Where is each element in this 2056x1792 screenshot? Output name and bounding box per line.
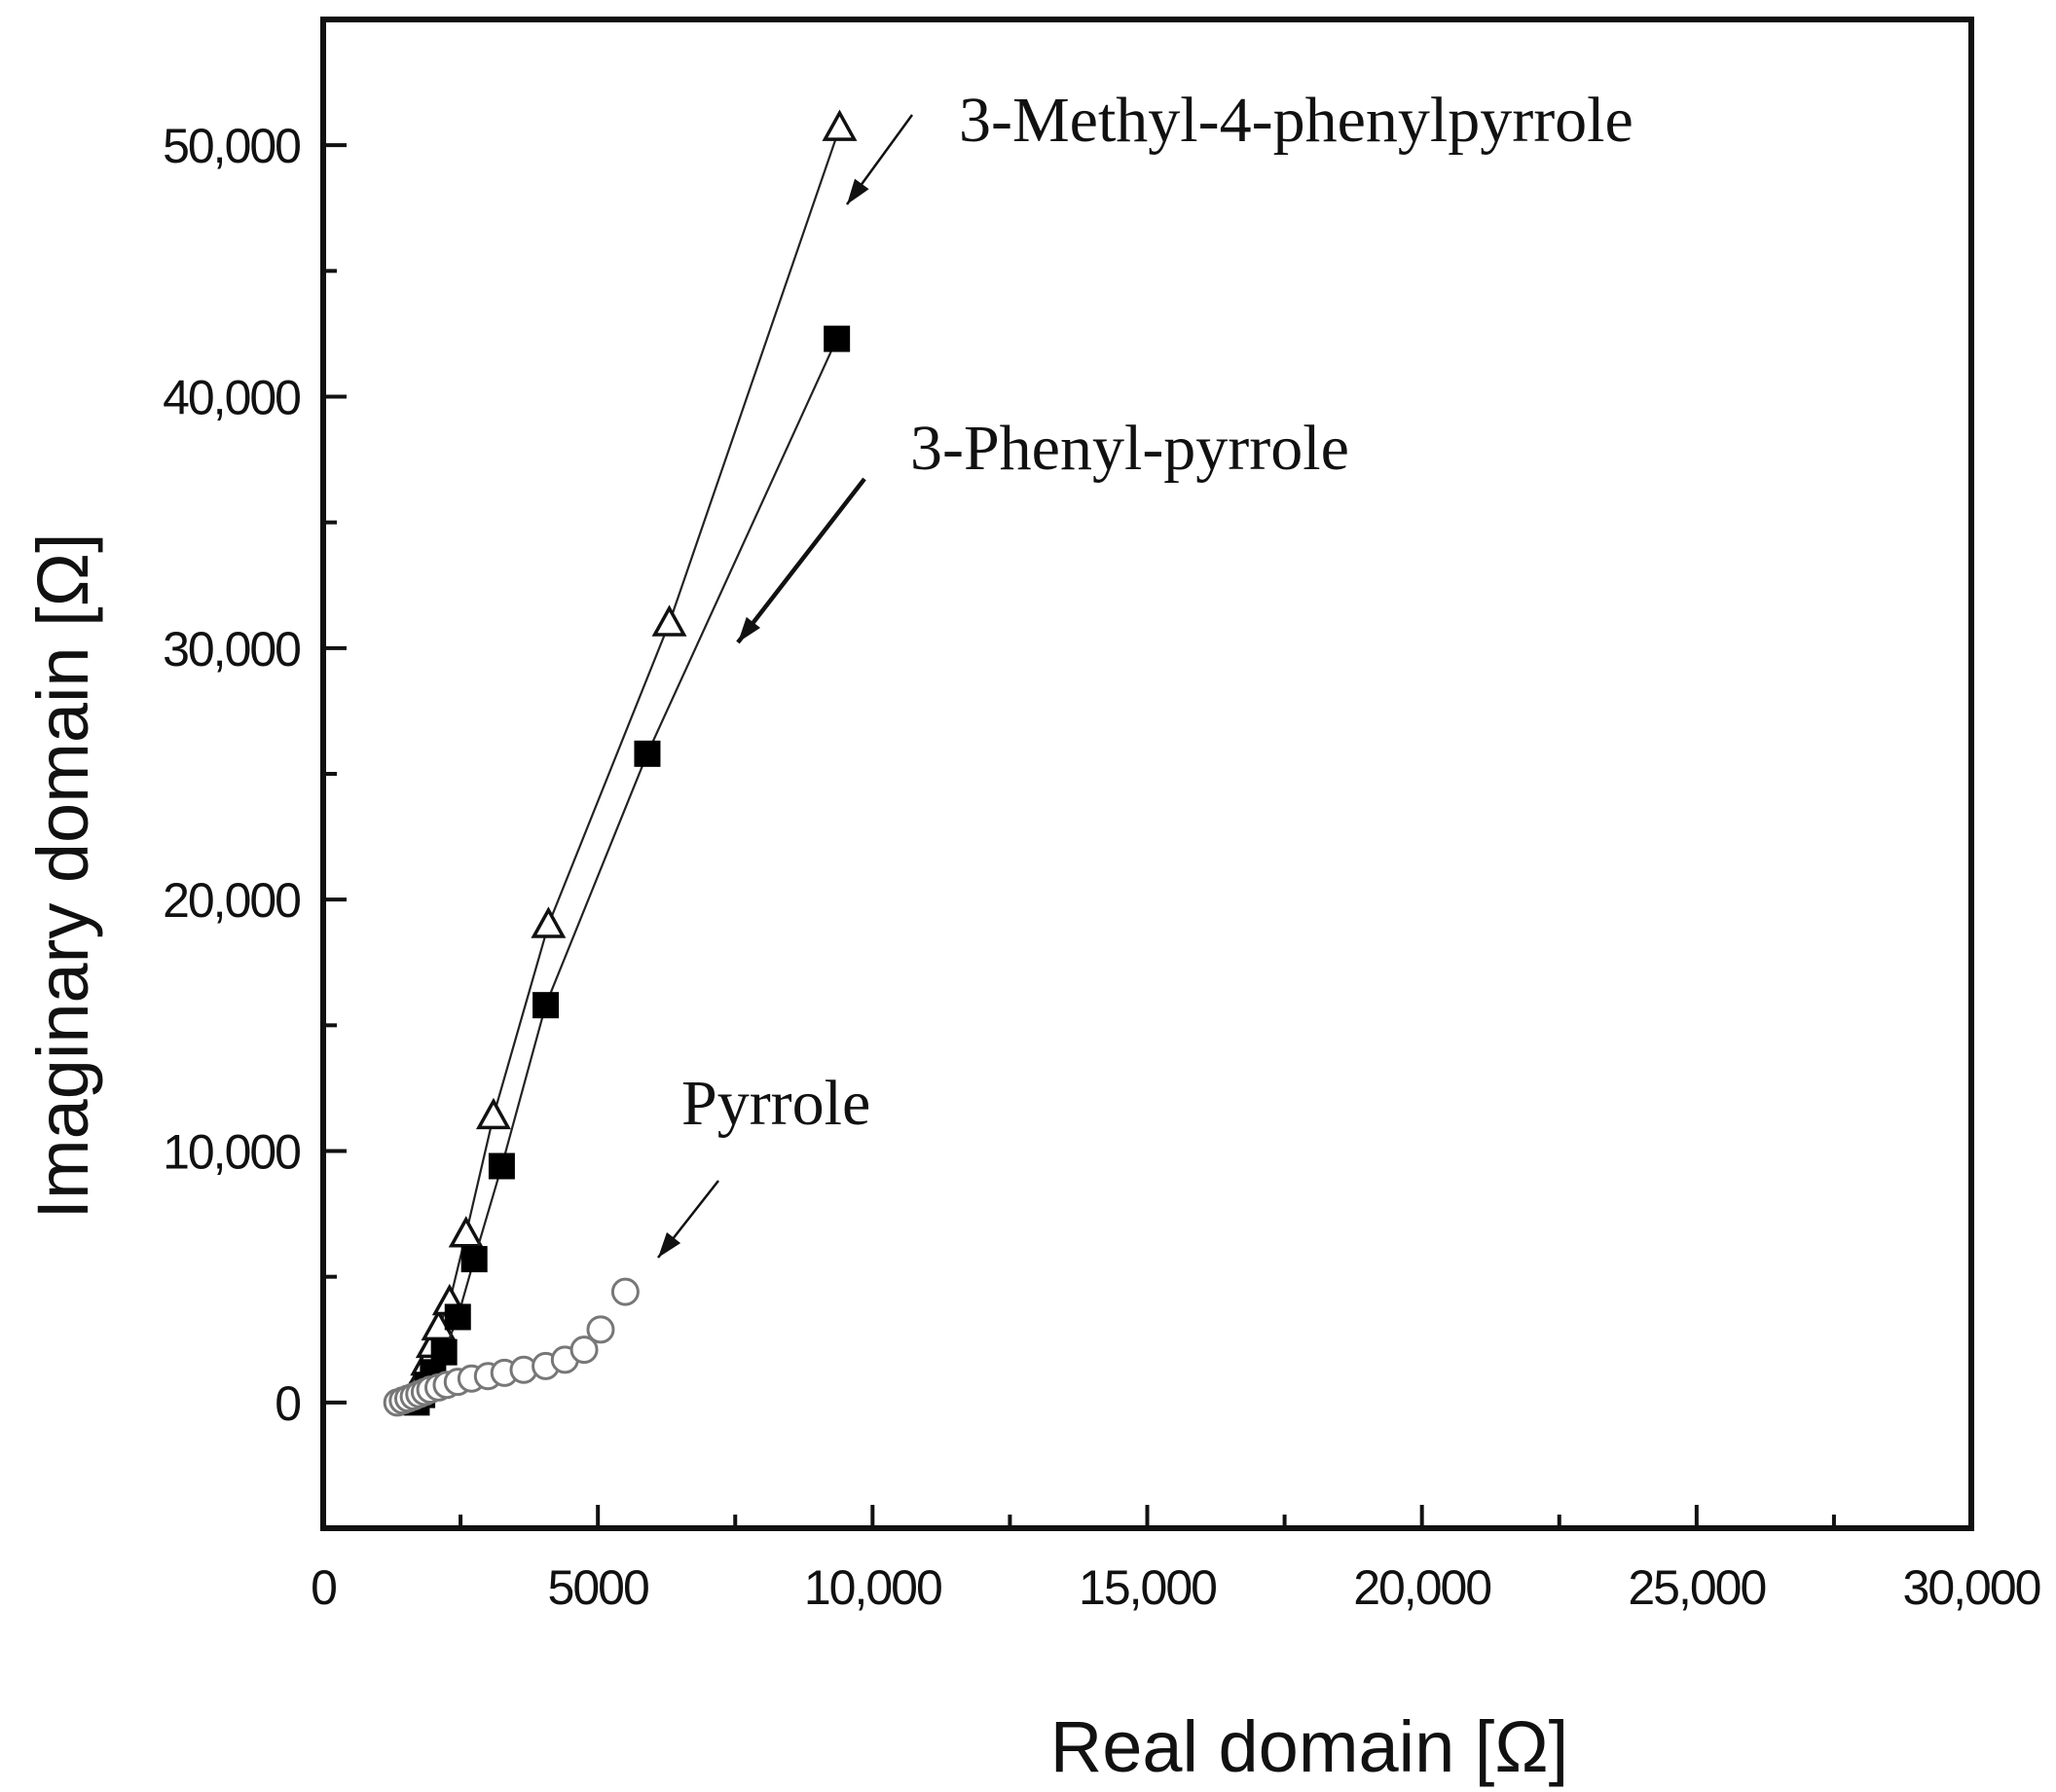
- data-point: [488, 1152, 515, 1180]
- plot-border: [320, 17, 1974, 1531]
- series-line: [415, 127, 841, 1393]
- plot-frame: [320, 17, 1974, 1531]
- data-point: [634, 740, 661, 767]
- x-tick-label: 20,000: [1353, 1560, 1490, 1615]
- data-point: [475, 1097, 511, 1130]
- annotation-arrow-head: [738, 616, 761, 642]
- series-3-phenyl-pyrrole: [403, 325, 851, 1416]
- y-tick-label: 20,000: [163, 873, 300, 928]
- y-tick-label: 30,000: [163, 622, 300, 677]
- data-point: [448, 1216, 484, 1248]
- y-tick-label: 50,000: [163, 119, 300, 173]
- x-tick-label: 15,000: [1079, 1560, 1216, 1615]
- axis-ticks: [321, 18, 1973, 1530]
- data-point: [822, 109, 858, 141]
- data-point: [610, 1277, 640, 1306]
- series-3-methyl-4-phenylpyrrole: [398, 109, 858, 1407]
- data-point: [430, 1338, 458, 1366]
- series-pyrrole: [383, 1277, 640, 1417]
- x-tick-label: 10,000: [804, 1560, 941, 1615]
- data-point: [651, 604, 687, 637]
- data-point: [460, 1246, 488, 1273]
- y-tick-label: 0: [275, 1376, 300, 1431]
- data-point: [569, 1335, 599, 1365]
- annotation-arrow-line: [736, 477, 866, 644]
- annotation-arrow-head: [847, 178, 869, 204]
- annotation-label: 3-Phenyl-pyrrole: [910, 413, 1349, 484]
- annotations: 3-Methyl-4-phenylpyrrole 3-Phenyl-pyrrole…: [657, 85, 1634, 1259]
- data-point: [531, 906, 567, 938]
- series: [383, 109, 858, 1417]
- data-point: [824, 325, 851, 352]
- y-tick-label: 10,000: [163, 1125, 300, 1180]
- data-point: [444, 1303, 471, 1331]
- y-tick-label: 40,000: [163, 371, 300, 425]
- x-tick-label: 30,000: [1903, 1560, 2040, 1615]
- annotation-label: 3-Methyl-4-phenylpyrrole: [959, 85, 1634, 156]
- data-point: [532, 992, 560, 1019]
- annotation-label: Pyrrole: [681, 1068, 870, 1139]
- x-axis-title: Real domain [Ω]: [1050, 1706, 1568, 1787]
- annotation-arrow-head: [658, 1231, 681, 1258]
- tick-labels: 0 5000 10,000 15,000 20,000 25,000 30,000 0 10,0…: [163, 119, 2042, 1615]
- x-tick-label: 0: [311, 1560, 336, 1615]
- y-axis-title: Imaginary domain [Ω]: [22, 532, 103, 1219]
- x-tick-label: 25,000: [1628, 1560, 1765, 1615]
- x-tick-label: 5000: [548, 1560, 648, 1615]
- series-line: [416, 338, 838, 1404]
- data-point: [586, 1315, 615, 1344]
